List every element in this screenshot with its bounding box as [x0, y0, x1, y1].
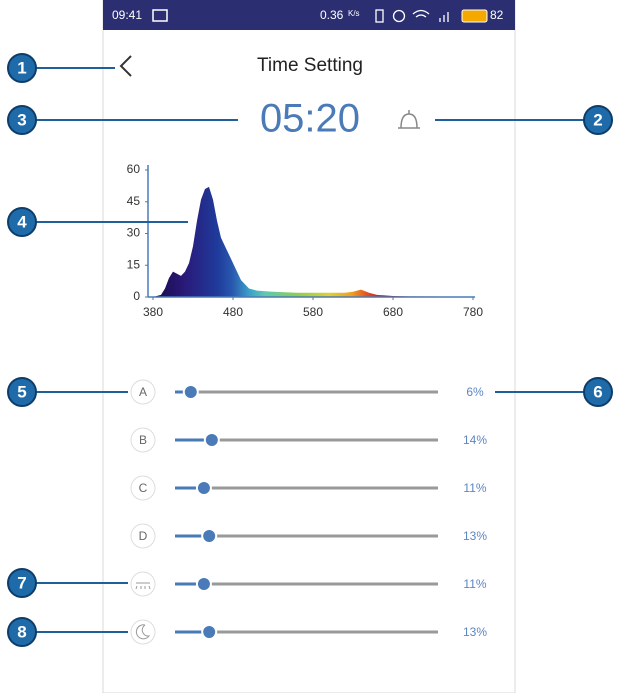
moon-icon: [135, 624, 151, 640]
callout-number: 8: [17, 622, 26, 641]
channel-label: D: [139, 529, 148, 543]
slider-knob[interactable]: [203, 432, 220, 448]
callout-number: 5: [17, 382, 26, 401]
channel-percent: 14%: [463, 433, 487, 447]
callout-number: 3: [17, 110, 26, 129]
callout-number: 1: [17, 58, 26, 77]
channel-label: A: [139, 385, 147, 399]
status-icons: [375, 9, 449, 23]
status-bar: [103, 0, 515, 30]
channel-percent: 6%: [466, 385, 484, 399]
callout-badge: [7, 617, 37, 647]
channel-percent: 13%: [463, 529, 487, 543]
y-tick-label: 60: [127, 162, 141, 176]
channel-percent: 13%: [463, 625, 487, 639]
channel-badge: [130, 379, 156, 405]
y-tick-label: 45: [127, 194, 141, 208]
callout-number: 4: [17, 212, 27, 231]
callout-badge: [7, 105, 37, 135]
battery-icon: [461, 9, 488, 23]
slider-knob[interactable]: [182, 384, 199, 400]
bell-icon[interactable]: [398, 110, 420, 129]
battery-level: 82: [490, 8, 504, 22]
fan-icon: [135, 582, 151, 590]
x-tick-label: 380: [143, 305, 163, 319]
x-tick-label: 680: [383, 305, 403, 319]
callout-badge: [7, 207, 37, 237]
x-tick-label: 480: [223, 305, 243, 319]
y-tick-label: 30: [127, 226, 141, 240]
status-time: 09:41: [112, 8, 142, 22]
channel-label: C: [139, 481, 148, 495]
callout-badge: [7, 53, 37, 83]
status-speed-unit: K/s: [348, 9, 360, 18]
slider-knob[interactable]: [195, 480, 212, 496]
channel-badge: [130, 427, 156, 453]
channel-badge: [130, 475, 156, 501]
y-tick-label: 15: [127, 257, 141, 271]
status-speed: 0.36: [320, 8, 344, 22]
callout-number: 2: [593, 110, 602, 129]
callout-badge: [583, 105, 613, 135]
callout-number: 6: [593, 382, 602, 401]
channel-label: B: [139, 433, 147, 447]
callout-badge: [7, 568, 37, 598]
channel-badge: [130, 571, 156, 597]
slider-knob[interactable]: [201, 624, 218, 640]
clock-time[interactable]: 05:20: [260, 97, 360, 141]
back-button[interactable]: [119, 55, 132, 77]
callout-badge: [583, 377, 613, 407]
y-tick-label: 0: [133, 289, 140, 303]
notification-icon: [152, 9, 168, 22]
spectrum-area: [153, 186, 473, 297]
phone-screen: [102, 0, 516, 693]
x-tick-label: 580: [303, 305, 323, 319]
slider-knob[interactable]: [195, 576, 212, 592]
channel-percent: 11%: [463, 577, 486, 591]
channel-badge: [130, 523, 156, 549]
slider-knob[interactable]: [201, 528, 218, 544]
callout-badge: [7, 377, 37, 407]
page-title: Time Setting: [257, 55, 363, 76]
channel-percent: 11%: [463, 481, 486, 495]
x-tick-label: 780: [463, 305, 483, 319]
callout-number: 7: [17, 573, 26, 592]
